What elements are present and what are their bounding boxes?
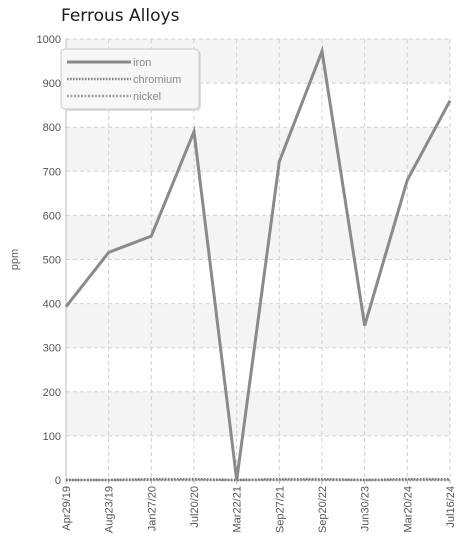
y-tick-label: 100: [43, 431, 61, 443]
x-tick-label: Jun30/23: [360, 486, 372, 531]
plot-band: [66, 435, 450, 480]
plot-band: [66, 347, 450, 392]
x-tick-label: Apr29/19: [61, 486, 73, 531]
series-lines: [64, 45, 452, 482]
y-axis-label: ppm: [9, 249, 21, 270]
y-tick-label: 0: [55, 475, 61, 487]
x-tick-label: Jul16/24: [445, 486, 456, 528]
y-tick-label: 600: [43, 210, 61, 222]
y-tick-label: 300: [43, 343, 61, 355]
x-tick-labels: Apr29/19 Aug23/19 Jan27/20 Jul20/20 Mar22/21…: [61, 486, 456, 533]
x-tick-label: Sep27/21: [274, 486, 286, 533]
y-tick-label: 900: [43, 78, 61, 90]
x-tick-label: Sep20/22: [317, 486, 329, 533]
plot-band: [66, 259, 450, 304]
y-tick-label: 200: [43, 387, 61, 399]
plot-band: [66, 127, 450, 172]
x-tick-label: Jul20/20: [189, 486, 201, 528]
x-tick-label: Jan27/20: [146, 486, 158, 531]
legend: iron chromium nickel: [60, 48, 201, 111]
plot-band: [66, 215, 450, 260]
plot-bands: [66, 39, 450, 480]
x-tick-label: Mar20/24: [402, 486, 414, 532]
y-tick-label: 800: [43, 122, 61, 134]
legend-label-nickel: nickel: [133, 91, 161, 103]
plot-band: [66, 391, 450, 436]
series-line-chromium: [66, 477, 450, 482]
y-tick-label: 400: [43, 299, 61, 311]
x-tick-label: Aug23/19: [104, 486, 116, 533]
legend-label-chromium: chromium: [133, 74, 181, 86]
y-tick-label: 500: [43, 255, 61, 267]
legend-label-iron: iron: [133, 57, 151, 69]
series-line-iron: [64, 45, 452, 481]
chart-title: Ferrous Alloys: [61, 6, 180, 26]
plot-band: [66, 171, 450, 216]
x-tick-label: Mar22/21: [232, 486, 244, 532]
y-tick-label: 1000: [37, 34, 61, 46]
y-tick-label: 700: [43, 166, 61, 178]
y-tick-labels: 0 100 200 300 400 500 600 700 800 900 1000: [37, 34, 61, 487]
